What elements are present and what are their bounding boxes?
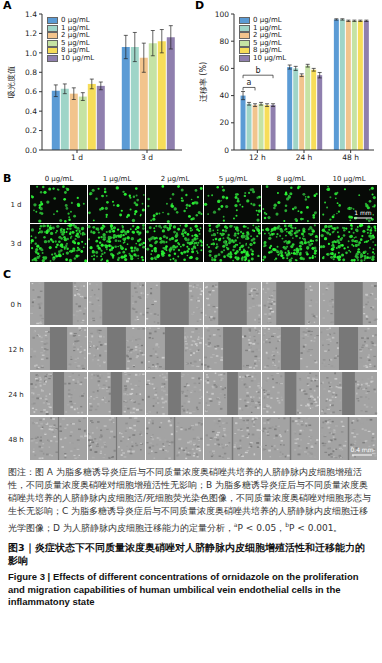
svg-text:0.0: 0.0	[25, 146, 37, 155]
html-text:1 μg/mL: 1 μg/mL	[253, 23, 282, 32]
html-text:A: A	[3, 0, 12, 12]
svg-text:0.4 mm: 0.4 mm	[350, 446, 373, 453]
html-text:0 μg/mL: 0 μg/mL	[253, 16, 282, 24]
svg-text:0.6: 0.6	[25, 87, 37, 96]
html-text:0 μg/mL: 0 μg/mL	[61, 16, 90, 24]
html-text:10 μg/mL: 10 μg/mL	[61, 53, 95, 62]
html-text:图注：图 A 为脂多糖诱导炎症后与不同质量浓度奥硝唑共培养的: 图注：图 A 为脂多糖诱导炎症后与不同质量浓度奥硝唑共培养的人脐静脉内皮细胞增殖…	[8, 467, 371, 533]
svg-text:a: a	[247, 78, 252, 87]
svg-text:2 μg/mL: 2 μg/mL	[161, 175, 190, 183]
svg-text:12 h: 12 h	[8, 346, 24, 354]
svg-text:12 h: 12 h	[249, 153, 266, 162]
html-text:8 μg/mL: 8 μg/mL	[253, 46, 282, 54]
svg-text:B: B	[3, 172, 11, 185]
html-text:2 μg/mL: 2 μg/mL	[253, 31, 282, 39]
svg-text:40: 40	[219, 91, 229, 100]
svg-text:0: 0	[224, 146, 229, 155]
svg-text:1.0: 1.0	[25, 49, 37, 58]
svg-text:0.4: 0.4	[25, 107, 37, 116]
svg-text:0 h: 0 h	[10, 301, 21, 309]
html-text:5 μg/mL: 5 μg/mL	[253, 38, 282, 47]
svg-text:3 d: 3 d	[141, 153, 153, 162]
html-text:10 μg/mL: 10 μg/mL	[253, 53, 287, 62]
svg-text:1.4: 1.4	[25, 10, 37, 19]
svg-text:10 μg/mL: 10 μg/mL	[332, 175, 365, 183]
svg-text:3 d: 3 d	[10, 240, 21, 248]
svg-text:8 μg/mL: 8 μg/mL	[277, 175, 306, 183]
html-text:图3｜炎症状态下不同质量浓度奥硝唑对人脐静脉内皮细胞增殖活性: 图3｜炎症状态下不同质量浓度奥硝唑对人脐静脉内皮细胞增殖活性和迁移能力的影响	[8, 542, 365, 566]
svg-text:迁移率 (%): 迁移率 (%)	[199, 62, 208, 102]
html-text:1 μg/mL: 1 μg/mL	[61, 23, 90, 32]
svg-text:1.2: 1.2	[25, 29, 37, 38]
svg-text:48 h: 48 h	[8, 436, 24, 444]
svg-text:80: 80	[219, 37, 229, 46]
svg-text:0 μg/mL: 0 μg/mL	[45, 175, 74, 183]
html-text:8 μg/mL: 8 μg/mL	[61, 46, 90, 54]
svg-text:48 h: 48 h	[342, 153, 359, 162]
svg-text:b: b	[255, 66, 260, 75]
svg-text:1 d: 1 d	[10, 201, 21, 209]
svg-text:1 μg/mL: 1 μg/mL	[103, 175, 132, 183]
svg-text:20: 20	[219, 118, 229, 127]
svg-text:60: 60	[219, 64, 229, 73]
svg-text:C: C	[3, 268, 11, 281]
svg-text:1 mm: 1 mm	[354, 209, 372, 216]
html-text:D: D	[195, 0, 205, 12]
svg-text:100: 100	[215, 10, 230, 19]
svg-text:24 h: 24 h	[8, 391, 24, 399]
html-text:2 μg/mL: 2 μg/mL	[61, 31, 90, 39]
svg-text:0.8: 0.8	[25, 68, 37, 77]
svg-text:24 h: 24 h	[296, 153, 313, 162]
svg-text:0.2: 0.2	[25, 126, 37, 135]
html-text:5 μg/mL: 5 μg/mL	[61, 38, 90, 47]
svg-text:5 μg/mL: 5 μg/mL	[219, 175, 248, 183]
svg-text:1 d: 1 d	[71, 153, 83, 162]
html-text:Figure 3 | Effects of differen: Figure 3 | Effects of different concentr…	[8, 571, 359, 607]
svg-text:吸光度值: 吸光度值	[7, 66, 16, 98]
